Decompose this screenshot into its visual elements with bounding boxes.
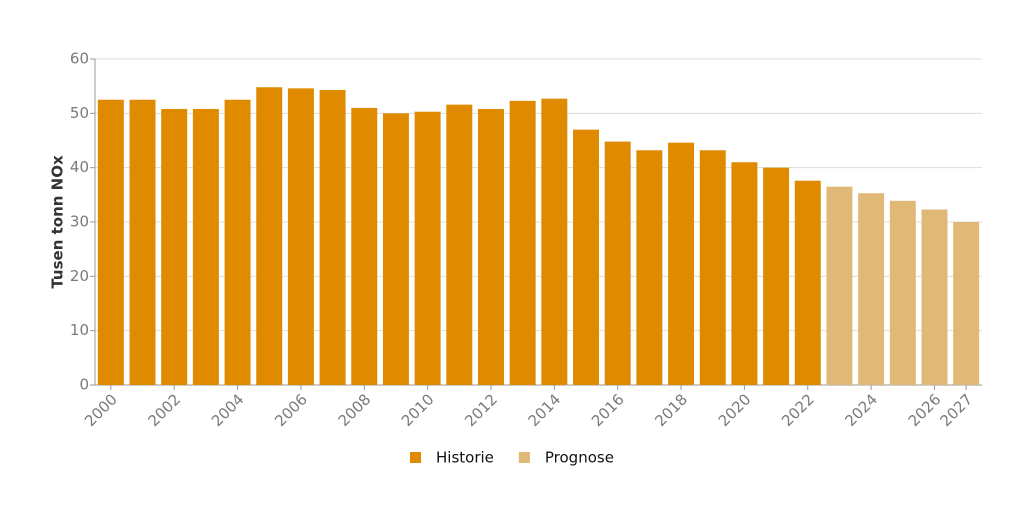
x-tick-label: 2016 xyxy=(588,390,628,430)
bar xyxy=(541,98,568,385)
bar xyxy=(414,111,441,385)
bar xyxy=(446,104,473,385)
bar xyxy=(509,100,536,385)
y-tick-label: 20 xyxy=(70,267,89,285)
x-tick-label: 2014 xyxy=(525,390,565,430)
bar xyxy=(794,180,821,385)
bar xyxy=(351,107,378,386)
bar xyxy=(573,129,600,385)
x-tick-label: 2000 xyxy=(81,390,121,430)
bar xyxy=(287,88,314,385)
x-tick-label: 2010 xyxy=(398,390,438,430)
legend-label: Historie xyxy=(436,449,494,467)
x-tick-label: 2004 xyxy=(208,390,248,430)
bar xyxy=(921,209,948,385)
bar xyxy=(477,108,504,385)
x-tick-label: 2006 xyxy=(271,390,311,430)
bar xyxy=(889,200,916,385)
x-tick-label: 2002 xyxy=(144,390,184,430)
x-tick-label: 2018 xyxy=(651,390,691,430)
bar xyxy=(858,193,885,385)
x-tick-label: 2008 xyxy=(335,390,375,430)
x-tick-label: 2012 xyxy=(461,390,501,430)
bar xyxy=(161,108,188,385)
bar xyxy=(224,99,251,385)
bar xyxy=(97,99,124,385)
bar xyxy=(604,141,631,385)
x-tick-label: 2026 xyxy=(905,390,945,430)
y-tick-label: 0 xyxy=(79,376,89,394)
y-tick-label: 60 xyxy=(70,50,89,68)
bar xyxy=(731,162,758,385)
legend-swatch xyxy=(410,452,421,463)
legend-label: Prognose xyxy=(545,449,614,467)
y-tick-label: 10 xyxy=(70,321,89,339)
x-tick-label: 2027 xyxy=(936,390,976,430)
bar xyxy=(636,150,663,385)
y-tick-label: 30 xyxy=(70,213,89,231)
x-tick-label: 2020 xyxy=(715,390,755,430)
y-tick-label: 50 xyxy=(70,104,89,122)
bar xyxy=(382,113,409,385)
bar xyxy=(668,142,695,385)
y-tick-label: 40 xyxy=(70,158,89,176)
bar xyxy=(763,167,790,385)
x-tick-label: 2022 xyxy=(778,390,818,430)
bar xyxy=(699,150,726,385)
bar xyxy=(319,89,346,385)
bar xyxy=(192,108,219,385)
bar xyxy=(953,222,980,385)
legend-swatch xyxy=(518,452,530,463)
bar xyxy=(256,87,283,386)
bar xyxy=(129,99,156,385)
bar xyxy=(826,186,853,385)
x-tick-label: 2024 xyxy=(841,390,881,430)
y-axis-label: Tusen tonn NOx xyxy=(49,155,67,289)
